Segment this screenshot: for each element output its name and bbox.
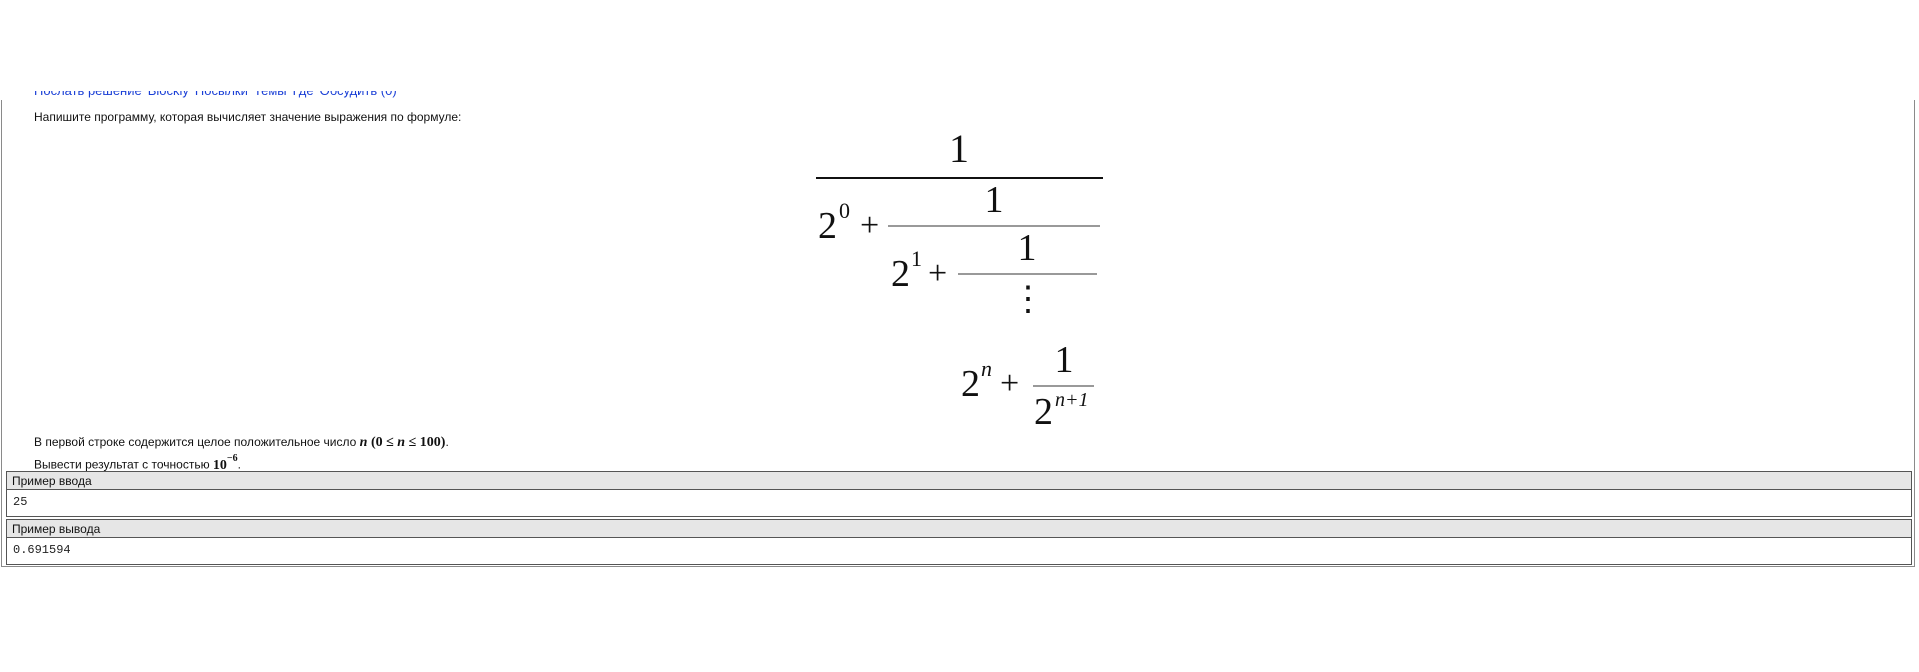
input-constraint-math: n (0 ≤ n ≤ 100) — [359, 435, 446, 450]
formula-level1-base: 2 — [891, 253, 910, 295]
formula-last-denominator-exponent: n+1 — [1055, 389, 1089, 411]
sample-output-block: Пример вывода 0.691594 — [6, 519, 1912, 565]
formula-level0-base: 2 — [818, 205, 837, 247]
formula-last-numerator: 1 — [1055, 339, 1074, 381]
formula-vertical-dots: ⋮ — [1011, 281, 1045, 318]
input-description-text: В первой строке содержится целое положит… — [34, 435, 360, 449]
discuss-link[interactable]: Обсудить (0) — [320, 91, 397, 97]
sample-output-value[interactable]: 0.691594 — [13, 543, 71, 557]
sample-input-label: Пример ввода — [7, 472, 1911, 490]
formula-last-exponent: n — [981, 356, 992, 381]
sample-input-block: Пример ввода 25 — [6, 471, 1912, 517]
blockly-link[interactable]: Blockly — [148, 91, 189, 97]
input-description: В первой строке содержится целое положит… — [34, 435, 449, 450]
submissions-link[interactable]: Посылки — [195, 91, 248, 97]
submit-solution-link[interactable]: Послать решение — [34, 91, 142, 97]
math-var-n: n — [359, 435, 368, 450]
formula-last-base: 2 — [961, 363, 980, 405]
formula-last-plus: + — [1000, 365, 1019, 402]
formula-level1-exponent: 1 — [911, 246, 922, 271]
output-description-text: Вывести результат с точностью — [34, 457, 213, 472]
topics-link[interactable]: Темы — [254, 91, 287, 97]
sample-input-value[interactable]: 25 — [13, 495, 28, 509]
output-description: Вывести результат с точностью 10−6. — [34, 453, 241, 473]
task-frame — [1, 100, 1915, 567]
formula-level1-plus: + — [928, 255, 947, 292]
precision-math: 10−6 — [212, 453, 238, 473]
task-statement: Напишите программу, которая вычисляет зн… — [34, 110, 462, 124]
sample-output-label: Пример вывода — [7, 520, 1911, 538]
formula-level0-plus: + — [860, 207, 879, 244]
formula-level0-exponent: 0 — [839, 198, 850, 223]
task-nav-links: Послать решение Blockly Посылки Темы Где… — [34, 91, 397, 107]
formula-last-denominator-base: 2 — [1034, 391, 1053, 433]
formula-level1-numerator: 1 — [985, 179, 1004, 221]
formula-level2-numerator: 1 — [1018, 227, 1037, 269]
continued-fraction-formula: 1 2 0 + 1 2 1 + 1 ⋮ 2 n + 1 2 n+1 — [816, 126, 1103, 433]
formula-top-numerator: 1 — [949, 126, 969, 171]
where-link[interactable]: Где — [293, 91, 314, 97]
